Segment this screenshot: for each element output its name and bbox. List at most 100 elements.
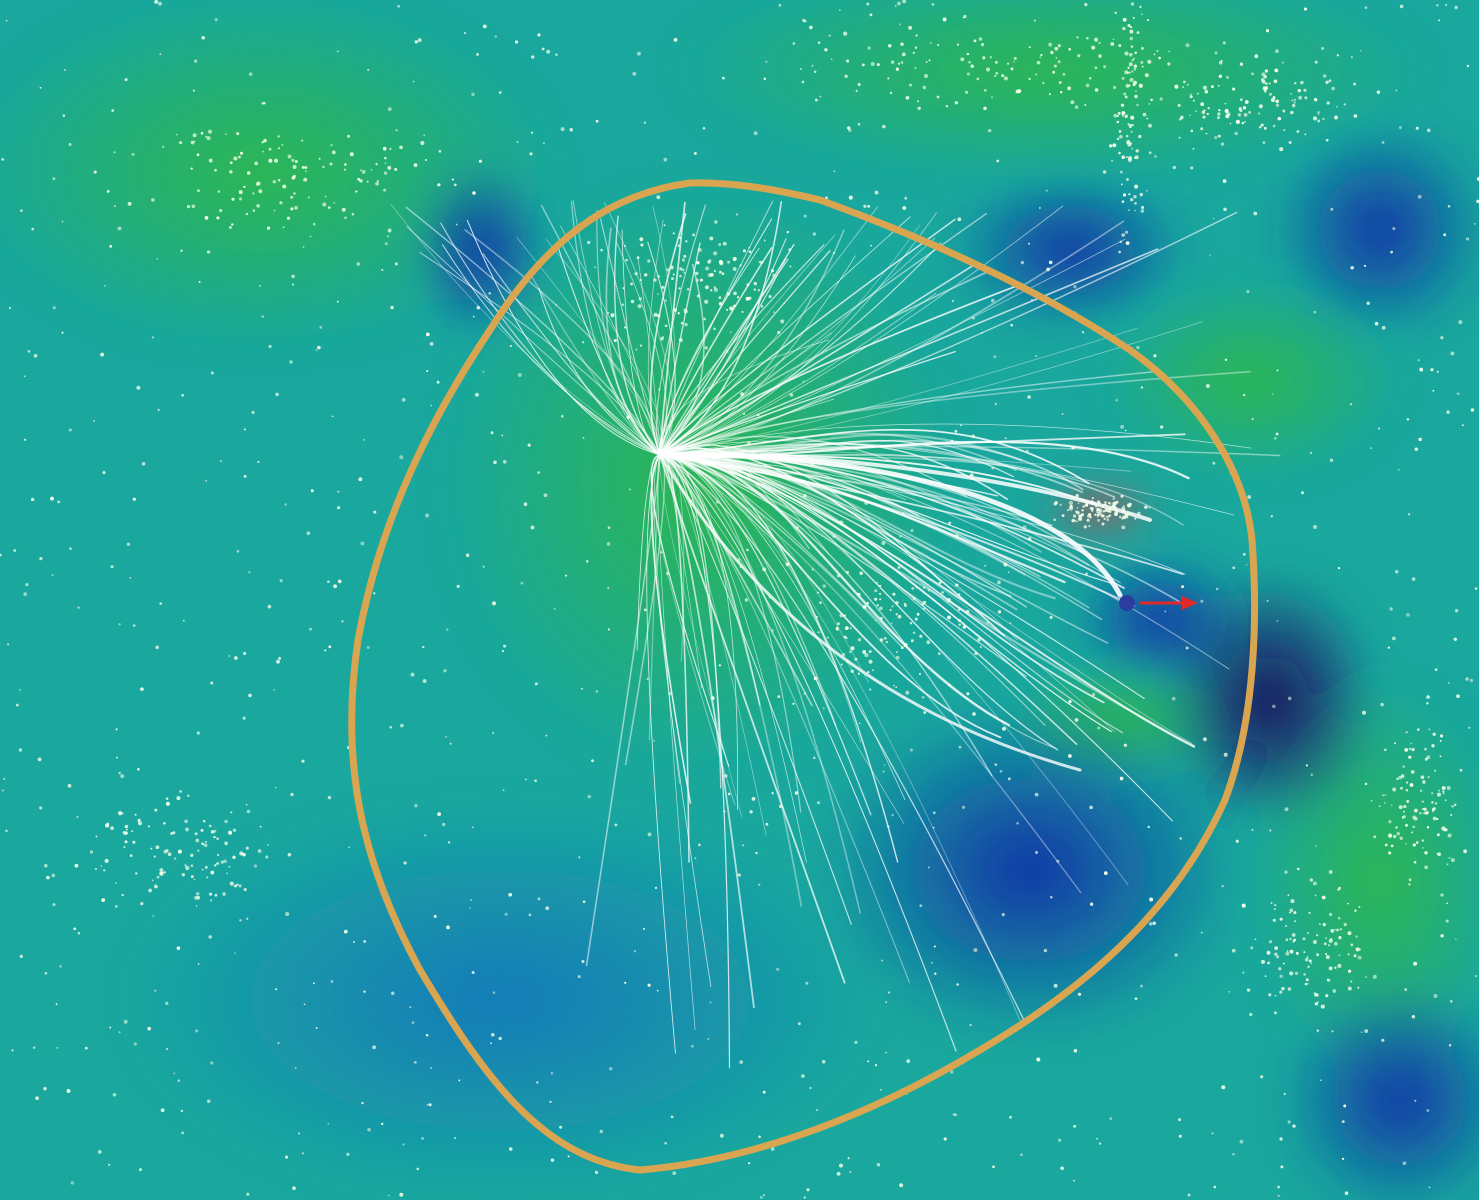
galaxy [1179,837,1182,840]
galaxy [89,850,94,854]
galaxy [1265,29,1270,33]
galaxy [1221,1085,1226,1090]
galaxy [1347,902,1349,905]
galaxy [1417,359,1420,362]
galaxy [1411,1015,1416,1019]
galaxy [1279,990,1283,994]
galaxy [1122,193,1127,197]
galaxy [206,876,209,879]
galaxy [248,72,253,76]
galaxy [376,179,379,182]
galaxy [900,42,904,46]
galaxy [286,216,291,220]
galaxy [892,592,896,596]
galaxy [238,190,243,195]
galaxy [1331,86,1335,91]
galaxy [888,44,892,48]
galaxy [1119,135,1123,139]
galaxy [607,628,610,631]
galaxy [205,135,208,138]
galaxy [246,171,251,175]
galaxy [1146,117,1149,120]
galaxy [160,1108,165,1113]
galaxy [786,230,790,234]
galaxy [1204,89,1209,94]
galaxy [954,1113,957,1117]
galaxy [173,1072,176,1075]
galaxy [1129,142,1133,145]
galaxy [885,1001,887,1004]
galaxy [1224,102,1227,105]
galaxy [106,190,110,193]
galaxy [1382,794,1385,797]
galaxy [190,140,195,145]
galaxy [1049,615,1053,619]
galaxy [801,1074,805,1078]
flow-line [600,218,661,456]
galaxy [344,163,347,166]
galaxy [1039,56,1042,59]
galaxy [972,712,976,716]
galaxy [1098,54,1102,58]
galaxy [1187,1193,1191,1197]
galaxy [1133,156,1136,159]
galaxy [1341,1157,1345,1161]
galaxy [1137,511,1141,516]
galaxy [291,274,295,279]
galaxy [93,170,97,174]
galaxy [1409,783,1414,787]
galaxy [1275,955,1280,959]
galaxy [121,893,124,897]
galaxy [879,598,882,601]
galaxy [1412,825,1416,829]
galaxy [813,676,818,681]
galaxy [753,281,758,286]
galaxy [1392,787,1397,792]
galaxy [24,438,27,441]
galaxy [1310,962,1313,965]
galaxy [1076,520,1079,523]
galaxy [785,562,790,567]
galaxy [1266,950,1271,955]
galaxy [1314,60,1318,64]
galaxy [1330,938,1333,940]
galaxy [1327,978,1331,982]
galaxy [216,853,220,857]
galaxy [740,392,744,396]
galaxy [344,216,347,220]
galaxy [472,315,475,318]
galaxy [1350,980,1353,983]
galaxy [327,580,330,584]
flow-line [659,454,1082,894]
galaxy [43,1087,47,1091]
galaxy [1131,124,1134,127]
galaxy [1251,828,1254,831]
galaxy [213,829,217,833]
galaxy [836,622,840,626]
flow-line [659,454,861,914]
galaxy [1096,515,1099,518]
galaxy [1408,755,1412,759]
galaxy [309,235,312,238]
galaxy [19,954,23,959]
galaxy [848,128,852,133]
flow-line [442,244,661,456]
galaxy [1028,77,1031,81]
galaxy [824,48,828,52]
galaxy [163,871,166,874]
galaxy [746,283,750,287]
galaxy [1376,90,1381,94]
galaxy [1317,1001,1319,1003]
galaxy [761,304,763,307]
galaxy [1058,1138,1062,1142]
galaxy [1145,189,1148,192]
galaxy [1197,92,1199,95]
galaxy [1124,429,1127,432]
galaxy [1417,728,1420,731]
galaxy [726,351,729,353]
galaxy [141,462,146,466]
galaxy [33,1046,36,1049]
galaxy [1239,62,1244,66]
galaxy [1304,96,1308,100]
